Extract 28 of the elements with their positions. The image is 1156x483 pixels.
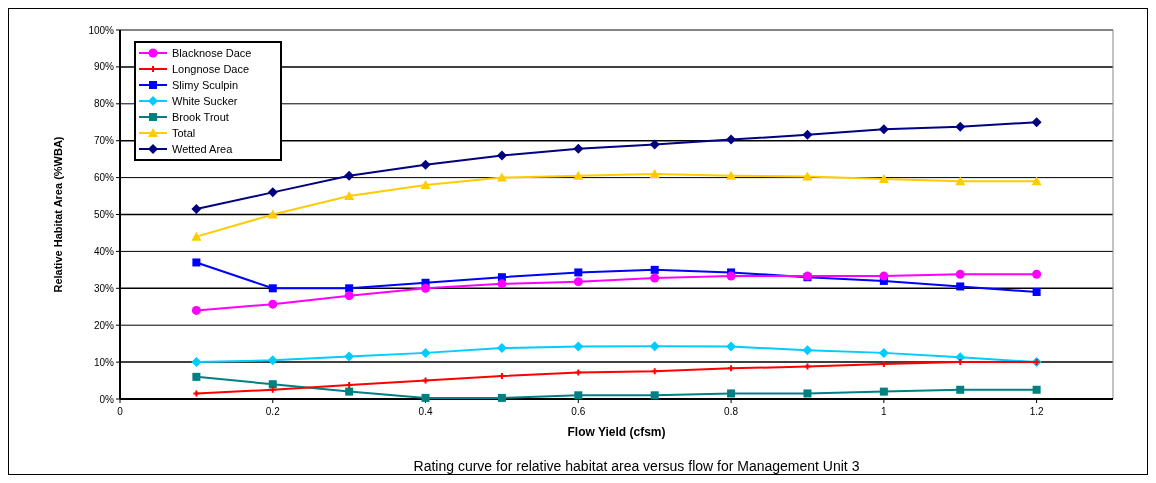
y-tick-label: 40% [93, 245, 115, 257]
x-tick-label: 0.4 [418, 406, 433, 417]
x-axis-title: Flow Yield (cfsm) [567, 425, 666, 439]
legend-label: White Sucker [172, 94, 238, 107]
x-tick-label: 0.8 [724, 406, 739, 417]
y-tick-label: 80% [93, 98, 115, 110]
y-tick-label: 70% [93, 135, 115, 147]
legend-label: Blacknose Dace [172, 46, 252, 59]
y-tick-label: 0% [99, 393, 115, 405]
legend-label: Longnose Dace [172, 62, 250, 75]
y-tick-label: 50% [93, 209, 115, 220]
y-tick-label: 10% [93, 356, 115, 368]
x-tick-label: 0 [117, 406, 124, 417]
y-axis-title: Relative Habitat Area (%WBA) [52, 136, 64, 293]
y-tick-label: 30% [93, 282, 115, 294]
y-tick-label: 20% [93, 319, 115, 331]
x-tick-label: 0.2 [265, 406, 281, 417]
x-tick-label: 0.6 [571, 406, 586, 417]
legend-label: Wetted Area [172, 142, 234, 155]
y-tick-label: 60% [93, 172, 115, 184]
legend-label: Slimy Sculpin [172, 78, 239, 91]
text: Rating curve for relative habitat area versus flow for Management Unit 3 [413, 458, 860, 474]
legend-label: Total [172, 126, 196, 139]
x-tick-label: 1.2 [1029, 406, 1044, 417]
y-tick-label: 90% [93, 61, 115, 73]
x-tick-label: 1 [881, 406, 888, 417]
y-tick-label: 100% [88, 24, 115, 36]
legend-label: Brook Trout [172, 110, 229, 123]
